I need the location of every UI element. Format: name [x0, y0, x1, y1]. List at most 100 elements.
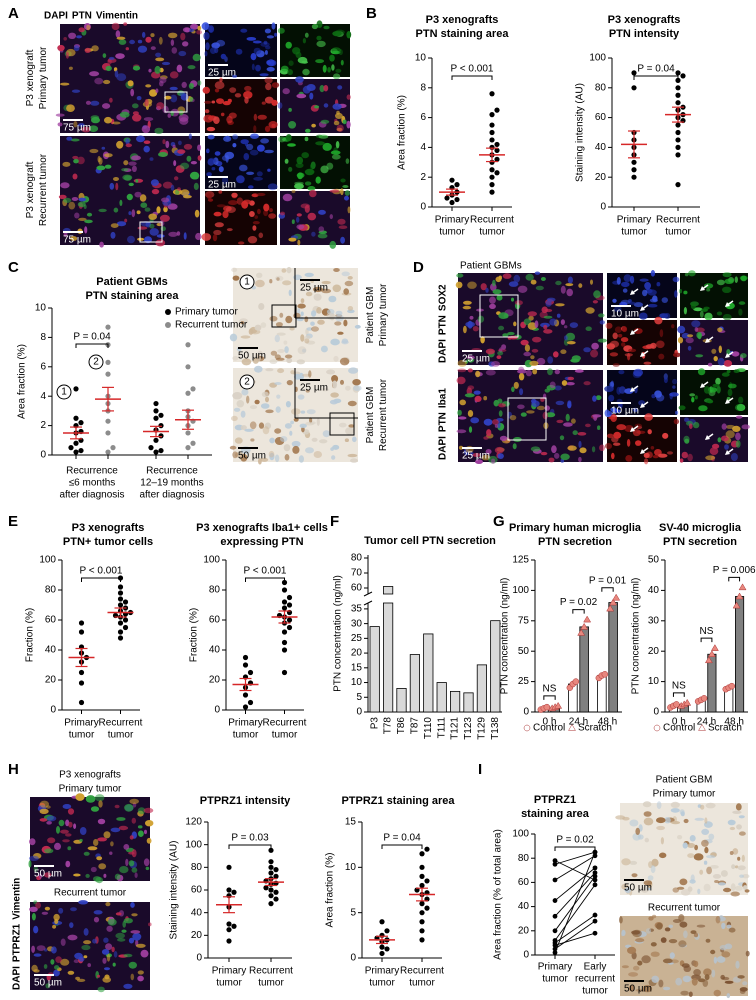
cell	[44, 848, 54, 854]
cell	[240, 335, 251, 339]
cell	[687, 453, 693, 462]
cell	[162, 105, 169, 114]
cell	[670, 801, 680, 809]
data-point	[286, 617, 293, 623]
cell	[332, 380, 338, 389]
data-point	[105, 371, 111, 377]
cell	[647, 289, 657, 296]
cell	[707, 362, 713, 367]
x-tick-label: 48 h	[724, 717, 743, 728]
data-point	[105, 449, 111, 455]
cell	[684, 438, 690, 444]
cell	[340, 59, 344, 66]
bracket	[633, 75, 679, 80]
cell	[264, 149, 274, 154]
data-point	[419, 919, 425, 925]
pair-line	[554, 872, 596, 917]
cell	[104, 153, 113, 158]
cell	[148, 68, 152, 73]
data-point	[153, 400, 159, 407]
panel-title: P3 xenografts	[59, 770, 121, 781]
cell	[337, 331, 344, 335]
cell	[321, 288, 332, 294]
chart-title: P3 xenografts	[608, 14, 681, 26]
cell	[475, 459, 483, 465]
cell	[300, 311, 304, 317]
data-point	[454, 182, 460, 188]
cell	[664, 817, 671, 824]
cell	[656, 817, 666, 824]
cell	[703, 968, 712, 976]
cell	[530, 446, 541, 452]
cell	[163, 206, 168, 213]
cell	[650, 446, 655, 450]
cell	[352, 379, 361, 386]
cell	[296, 156, 304, 165]
cell	[555, 280, 562, 286]
cell	[485, 287, 489, 293]
cell	[320, 165, 329, 174]
cell	[136, 210, 141, 215]
cell	[108, 56, 115, 60]
data-point	[552, 861, 558, 867]
cell	[154, 127, 164, 135]
cell	[456, 429, 467, 434]
cell	[347, 206, 351, 214]
cell	[260, 322, 267, 328]
data-point	[78, 629, 85, 635]
x-tick-label: Primary	[435, 215, 469, 226]
cell	[543, 329, 553, 334]
cell	[114, 70, 119, 78]
cell	[331, 455, 336, 460]
cell	[729, 826, 736, 831]
cell	[148, 213, 157, 220]
cell	[128, 961, 137, 969]
x-tick-label: tumor	[542, 974, 568, 985]
data-point	[424, 878, 430, 884]
data-point	[552, 858, 558, 864]
chart-title: Tumor cell PTN secretion	[364, 535, 496, 547]
cell	[714, 880, 719, 883]
cell	[220, 53, 227, 60]
cell	[455, 281, 463, 289]
cell	[63, 197, 72, 203]
cell	[31, 913, 36, 921]
cell	[661, 297, 668, 303]
data-point	[554, 701, 563, 709]
cell	[231, 267, 238, 273]
y-tick-label: 2	[420, 172, 426, 183]
cell	[315, 59, 324, 64]
data-point	[543, 703, 551, 711]
cell	[304, 168, 315, 176]
cell	[145, 820, 154, 827]
cell	[304, 272, 314, 277]
cell	[132, 103, 139, 109]
cell	[704, 974, 710, 981]
cell	[681, 332, 690, 339]
cell	[320, 345, 328, 353]
cell	[62, 804, 72, 809]
cell	[304, 338, 310, 344]
cell	[130, 902, 135, 908]
cell	[259, 73, 269, 77]
bracket	[245, 577, 285, 582]
cell	[291, 440, 301, 448]
panel-letter: I	[478, 761, 482, 778]
x-tick-label: Primary	[228, 718, 262, 729]
cell	[330, 150, 341, 155]
row-label-line: P3 xenograft	[25, 49, 36, 106]
cell	[623, 274, 632, 282]
data-point	[728, 682, 736, 690]
cell	[722, 976, 730, 981]
cell	[337, 85, 343, 90]
cell	[182, 41, 189, 47]
cell	[265, 45, 271, 50]
cell	[578, 440, 582, 448]
cell	[158, 152, 168, 157]
cell	[286, 266, 292, 274]
cell	[621, 965, 629, 969]
cell	[249, 421, 257, 430]
y-tick-label: 0	[523, 707, 529, 718]
stain-word: Vimentin	[96, 11, 138, 22]
cell	[491, 361, 500, 367]
